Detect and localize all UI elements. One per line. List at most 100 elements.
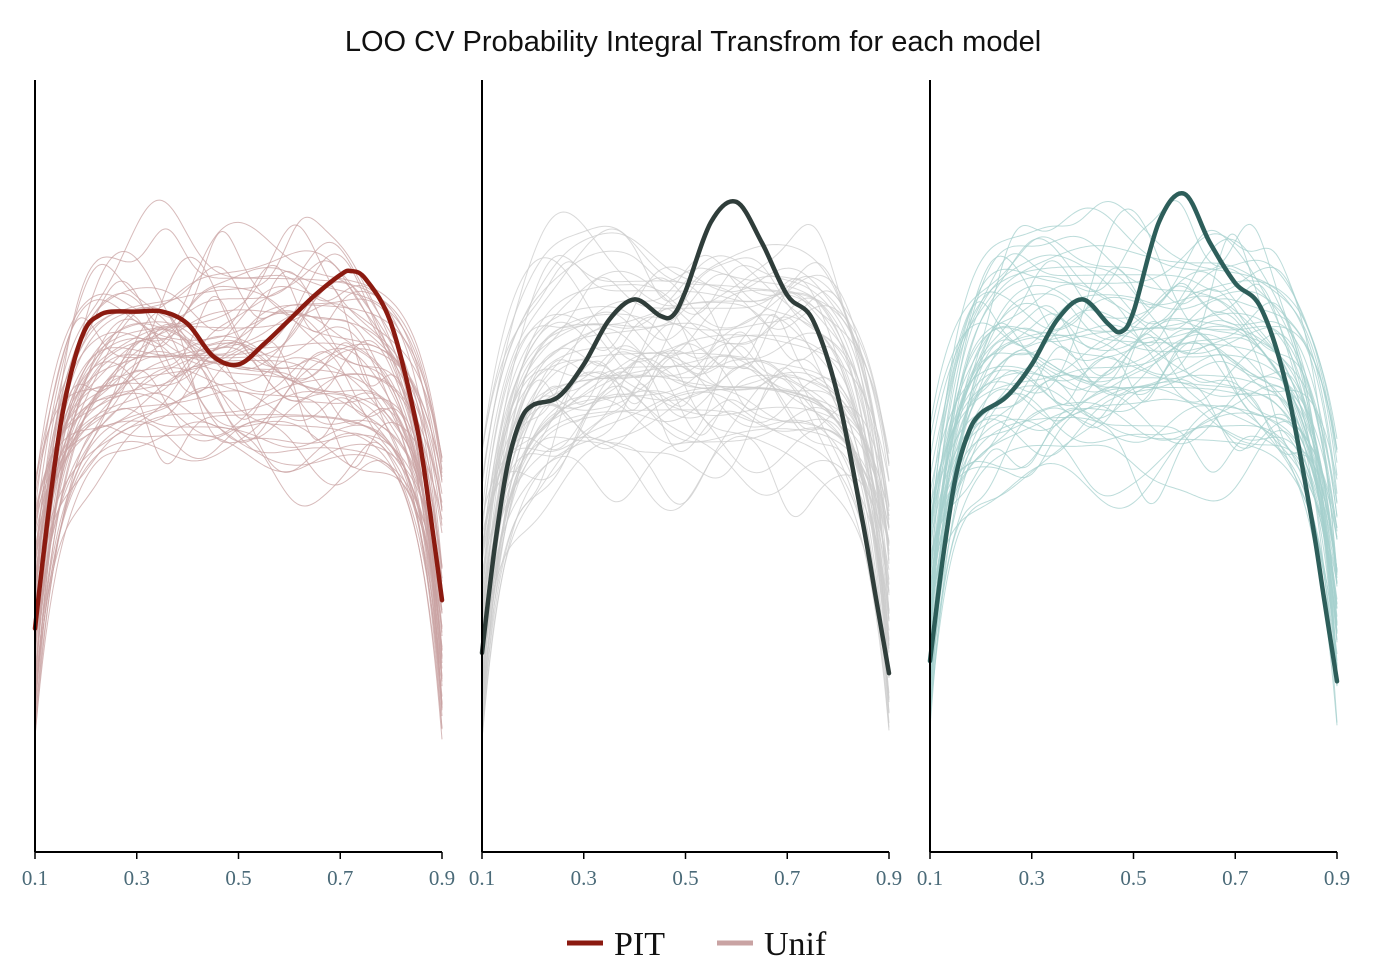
unif-curve bbox=[34, 323, 443, 604]
unif-curve bbox=[34, 369, 443, 652]
unif-curve bbox=[481, 351, 890, 723]
unif-curves bbox=[34, 199, 443, 740]
unif-curve bbox=[34, 337, 443, 646]
unif-curve bbox=[481, 352, 890, 691]
x-tick-label: 0.9 bbox=[876, 866, 902, 890]
unif-curve bbox=[929, 374, 1338, 592]
unif-curve bbox=[929, 334, 1338, 609]
unif-curve bbox=[929, 333, 1338, 617]
unif-curve bbox=[34, 304, 443, 582]
unif-curve bbox=[481, 322, 890, 713]
legend-item-pit: PIT bbox=[567, 926, 665, 963]
unif-curve bbox=[481, 334, 890, 624]
unif-curve bbox=[481, 225, 890, 481]
unif-curve bbox=[34, 386, 443, 730]
unif-curve bbox=[481, 331, 890, 724]
unif-curve bbox=[929, 401, 1338, 713]
unif-curve bbox=[929, 293, 1338, 696]
unif-curve bbox=[481, 308, 890, 548]
unif-curve bbox=[34, 425, 443, 724]
unif-curve bbox=[929, 385, 1338, 624]
unif-curve bbox=[481, 391, 890, 699]
legend-item-unif: Unif bbox=[717, 926, 827, 963]
unif-curve bbox=[34, 420, 443, 740]
unif-curve bbox=[34, 351, 443, 702]
unif-curve bbox=[929, 360, 1338, 572]
unif-curve bbox=[34, 260, 443, 708]
unif-curve bbox=[929, 398, 1338, 626]
pit-curve bbox=[927, 191, 1340, 684]
unif-curve bbox=[34, 285, 443, 494]
unif-curve bbox=[34, 357, 443, 738]
unif-curve bbox=[481, 385, 890, 707]
unif-curve bbox=[929, 285, 1338, 535]
unif-curve bbox=[929, 301, 1338, 575]
unif-curve bbox=[34, 306, 443, 729]
unif-curve bbox=[929, 290, 1338, 687]
unif-curve bbox=[929, 328, 1338, 667]
unif-curve bbox=[481, 371, 890, 536]
unif-curve bbox=[929, 260, 1338, 685]
unif-curve bbox=[34, 264, 443, 612]
unif-curve bbox=[929, 245, 1338, 692]
x-tick-label: 0.1 bbox=[469, 866, 495, 890]
unif-curve bbox=[34, 318, 443, 708]
panel-3: 0.1 0.3 0.5 0.7 0.9 bbox=[917, 80, 1350, 890]
x-tick-label: 0.3 bbox=[571, 866, 597, 890]
x-tick-label: 0.7 bbox=[1222, 866, 1248, 890]
unif-curve bbox=[929, 339, 1338, 712]
unif-curve bbox=[34, 346, 443, 615]
unif-curve bbox=[929, 331, 1338, 641]
unif-curve bbox=[929, 229, 1338, 666]
unif-curve bbox=[34, 278, 443, 592]
unif-curve bbox=[481, 265, 890, 686]
unif-curve bbox=[34, 284, 443, 676]
unif-curves bbox=[929, 200, 1338, 728]
unif-curve bbox=[481, 365, 890, 646]
unif-curve bbox=[481, 377, 890, 684]
x-tick-label: 0.9 bbox=[429, 866, 455, 890]
unif-curve bbox=[34, 285, 443, 657]
unif-curve bbox=[929, 374, 1338, 614]
unif-curve bbox=[34, 392, 443, 669]
unif-curve bbox=[929, 418, 1338, 629]
unif-curve bbox=[34, 373, 443, 516]
unif-curve bbox=[34, 313, 443, 718]
unif-curve bbox=[481, 355, 890, 688]
unif-curve bbox=[481, 290, 890, 664]
unif-curve bbox=[929, 291, 1338, 677]
unif-curve bbox=[481, 257, 890, 528]
unif-curve bbox=[34, 309, 443, 588]
unif-curve bbox=[929, 379, 1338, 661]
unif-curve bbox=[34, 342, 443, 717]
unif-curve bbox=[929, 253, 1338, 575]
unif-curve bbox=[481, 383, 890, 740]
unif-curve bbox=[481, 357, 890, 640]
x-tick-label: 0.1 bbox=[22, 866, 48, 890]
x-tick-label: 0.7 bbox=[327, 866, 353, 890]
legend: PIT Unif bbox=[567, 926, 827, 963]
unif-curve bbox=[481, 250, 890, 614]
unif-curve bbox=[929, 266, 1338, 535]
x-tick-label: 0.5 bbox=[672, 866, 698, 890]
unif-curve bbox=[34, 355, 443, 682]
x-tick-label: 0.3 bbox=[1019, 866, 1045, 890]
unif-curve bbox=[34, 375, 443, 698]
x-tick-label: 0.7 bbox=[774, 866, 800, 890]
unif-curve bbox=[481, 406, 890, 640]
unif-curves bbox=[481, 211, 890, 740]
unif-curve bbox=[34, 367, 443, 522]
unif-curve bbox=[481, 361, 890, 739]
unif-curve bbox=[929, 305, 1338, 675]
legend-label: Unif bbox=[764, 926, 827, 963]
unif-curve bbox=[34, 365, 443, 627]
unif-curve bbox=[481, 327, 890, 714]
unif-curve bbox=[929, 236, 1338, 573]
legend-label: PIT bbox=[614, 926, 665, 963]
unif-curve bbox=[34, 335, 443, 593]
unif-curve bbox=[34, 250, 443, 679]
unif-curve bbox=[34, 390, 443, 700]
unif-curve bbox=[929, 280, 1338, 627]
unif-curve bbox=[481, 365, 890, 703]
